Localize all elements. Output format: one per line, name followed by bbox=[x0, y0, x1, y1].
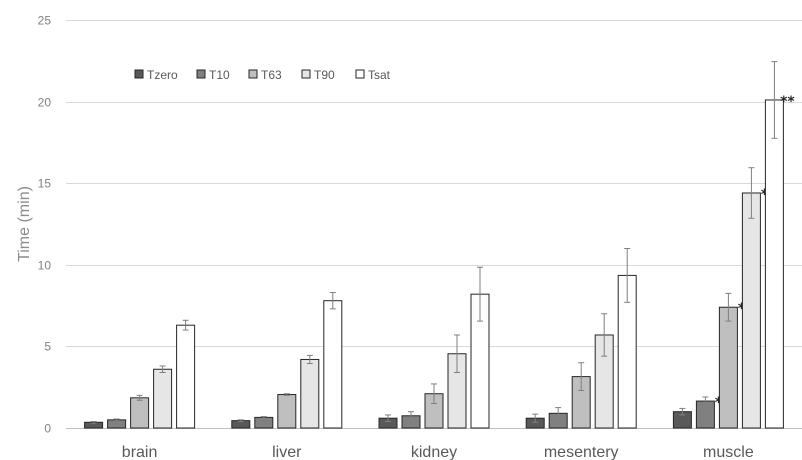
significance-marker: * bbox=[761, 187, 769, 203]
legend-swatch bbox=[134, 69, 144, 79]
x-category-label: kidney bbox=[411, 444, 457, 460]
legend-label: Tsat bbox=[368, 68, 391, 82]
bar bbox=[130, 397, 150, 429]
significance-marker: * bbox=[738, 301, 746, 317]
x-category-label: liver bbox=[272, 444, 302, 460]
bar bbox=[300, 358, 320, 429]
y-tick-label: 20 bbox=[38, 96, 52, 110]
y-tick-label: 25 bbox=[38, 14, 52, 28]
bar bbox=[277, 394, 297, 429]
bar bbox=[176, 324, 196, 429]
bar bbox=[764, 99, 784, 429]
x-category-label: mesentery bbox=[544, 444, 619, 460]
significance-marker: * bbox=[715, 395, 723, 411]
legend-label: Tzero bbox=[147, 68, 178, 82]
legend: Tzero T10 T63 T90 Tsat bbox=[134, 68, 391, 82]
x-category-label: brain bbox=[122, 444, 158, 460]
bar bbox=[153, 368, 173, 429]
bar bbox=[741, 192, 761, 429]
legend-label: T10 bbox=[209, 68, 230, 82]
bar bbox=[718, 306, 738, 429]
x-category-label: muscle bbox=[703, 444, 754, 460]
bar-series: ***** bbox=[84, 61, 795, 429]
y-tick-label: 0 bbox=[44, 422, 51, 436]
legend-label: T63 bbox=[261, 68, 282, 82]
y-axis-ticks: 0 5 10 15 20 25 bbox=[38, 14, 52, 436]
legend-swatch bbox=[301, 69, 311, 79]
significance-marker: ** bbox=[780, 94, 795, 110]
legend-swatch bbox=[196, 69, 206, 79]
y-axis-label: Time (min) bbox=[16, 186, 33, 262]
y-tick-label: 15 bbox=[38, 177, 52, 191]
bar bbox=[254, 416, 274, 429]
legend-swatch bbox=[355, 69, 365, 79]
y-tick-label: 10 bbox=[38, 259, 52, 273]
bar bbox=[323, 300, 343, 429]
legend-swatch bbox=[248, 69, 258, 79]
legend-label: T90 bbox=[314, 68, 335, 82]
x-axis-categories: brain liver kidney mesentery muscle bbox=[122, 444, 754, 460]
y-tick-label: 5 bbox=[44, 340, 51, 354]
